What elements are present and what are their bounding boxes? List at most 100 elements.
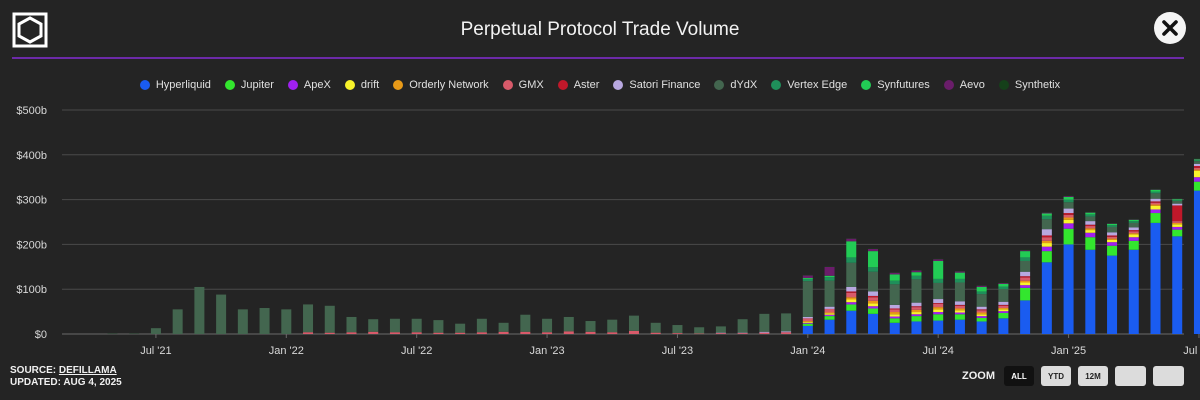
bar-segment-gmx xyxy=(846,292,857,298)
bar-segment-synfutures xyxy=(933,260,944,279)
legend-item-aster[interactable]: Aster xyxy=(557,79,599,91)
bar-segment-dydx xyxy=(216,294,227,334)
bar-segment-gmx xyxy=(542,332,553,334)
bar-segment-synthetix xyxy=(1172,198,1183,199)
bar-segment-orderly-network xyxy=(1085,228,1096,231)
bar-segment-synfutures xyxy=(868,251,879,268)
bar-segment-hyperliquid xyxy=(1172,236,1183,334)
bar-segment-jupiter xyxy=(868,308,879,314)
bar-segment-jupiter xyxy=(1128,240,1139,250)
bar-segment-aevo xyxy=(1150,189,1161,190)
zoom-ytd-button[interactable]: YTD xyxy=(1041,366,1071,386)
bar-segment-satori-finance xyxy=(1041,229,1052,236)
bar-segment-gmx xyxy=(781,332,792,334)
bar-segment-dydx xyxy=(107,333,118,335)
legend-dot-icon xyxy=(771,80,782,90)
bar-segment-satori-finance xyxy=(976,306,987,310)
bar-segment-apex xyxy=(1020,285,1031,288)
bar-segment-orderly-network xyxy=(1107,238,1118,240)
bar-segment-dydx xyxy=(650,322,661,333)
legend-label: Synfutures xyxy=(877,79,930,91)
bar-segment-jupiter xyxy=(824,316,835,320)
zoom-option-4-button[interactable] xyxy=(1115,366,1146,386)
bar-segment-synfutures xyxy=(1020,251,1031,258)
bar-segment-jupiter xyxy=(998,312,1009,319)
legend-item-drift[interactable]: drift xyxy=(344,79,379,91)
legend-item-hyperliquid[interactable]: Hyperliquid xyxy=(139,79,211,91)
bar-segment-hyperliquid xyxy=(998,318,1009,334)
bar-segment-gmx xyxy=(802,318,813,322)
bar-segment-dydx xyxy=(1020,260,1031,272)
bar-segment-aevo xyxy=(976,285,987,287)
legend-item-synfutures[interactable]: Synfutures xyxy=(861,79,930,91)
legend-dot-icon xyxy=(224,80,235,90)
source-link[interactable]: DEFILLAMA xyxy=(58,365,117,376)
bar-segment-vertex-edge xyxy=(1063,199,1074,203)
bar-segment-synfutures xyxy=(824,275,835,278)
zoom-option-5-button[interactable] xyxy=(1153,366,1184,386)
bar-segment-synfutures xyxy=(1172,199,1183,201)
bar-segment-drift xyxy=(933,309,944,313)
bar-segment-satori-finance xyxy=(715,332,726,334)
legend-item-synthetix[interactable]: Synthetix xyxy=(998,79,1060,91)
bar-segment-orderly-network xyxy=(1063,217,1074,220)
bar-segment-hyperliquid xyxy=(1193,190,1200,334)
bar-segment-hyperliquid xyxy=(1063,244,1074,334)
bar-segment-dydx xyxy=(129,333,140,335)
bar-segment-gmx xyxy=(954,305,965,309)
legend-item-aevo[interactable]: Aevo xyxy=(943,79,985,91)
y-tick-label: $100b xyxy=(16,284,47,296)
bar-segment-apex xyxy=(802,322,813,324)
legend-item-apex[interactable]: ApeX xyxy=(287,79,331,91)
bar-segment-gmx xyxy=(650,332,661,334)
legend-label: Satori Finance xyxy=(629,79,701,91)
bar-segment-aevo xyxy=(1085,212,1096,213)
bar-segment-jupiter xyxy=(954,314,965,320)
bar-segment-synthetix xyxy=(1063,195,1074,197)
bar-segment-synfutures xyxy=(911,272,922,276)
bar-segment-satori-finance xyxy=(933,299,944,304)
bar-segment-synthetix xyxy=(824,266,835,267)
legend-item-jupiter[interactable]: Jupiter xyxy=(224,79,274,91)
bar-segment-satori-finance xyxy=(846,286,857,292)
bar-segment-dydx xyxy=(259,308,270,334)
bar-segment-aster xyxy=(976,309,987,311)
legend-item-vertex-edge[interactable]: Vertex Edge xyxy=(771,79,847,91)
bar-segment-satori-finance xyxy=(954,301,965,305)
bar-segment-satori-finance xyxy=(1063,208,1074,214)
legend-item-gmx[interactable]: GMX xyxy=(502,79,544,91)
bar-segment-aevo xyxy=(1020,250,1031,252)
bar-segment-hyperliquid xyxy=(802,325,813,334)
bar-segment-drift xyxy=(868,303,879,307)
bar-segment-vertex-edge xyxy=(954,278,965,283)
bar-segment-drift xyxy=(889,314,900,317)
bar-segment-vertex-edge xyxy=(998,286,1009,290)
bar-segment-synthetix xyxy=(802,274,813,276)
bar-segment-gmx xyxy=(1085,226,1096,229)
legend-item-orderly-network[interactable]: Orderly Network xyxy=(393,79,489,91)
bar-segment-orderly-network xyxy=(911,309,922,313)
bar-segment-dydx xyxy=(498,322,509,332)
bar-segment-gmx xyxy=(976,310,987,313)
title-divider xyxy=(12,57,1184,59)
bar-segment-synfutures xyxy=(1193,159,1200,161)
bar-segment-synthetix xyxy=(998,282,1009,283)
bar-segment-dydx xyxy=(911,279,922,303)
legend-item-satori-finance[interactable]: Satori Finance xyxy=(613,79,700,91)
bar-segment-aster xyxy=(1020,276,1031,278)
zoom-12m-button[interactable]: 12M xyxy=(1078,366,1108,386)
bar-segment-apex xyxy=(1085,232,1096,238)
zoom-all-button[interactable]: ALL xyxy=(1004,366,1034,386)
bar-segment-drift xyxy=(1020,282,1031,286)
bar-segment-aster xyxy=(911,306,922,308)
legend-item-dydx[interactable]: dYdX xyxy=(714,79,757,91)
bar-segment-satori-finance xyxy=(781,331,792,333)
bar-segment-orderly-network xyxy=(846,297,857,300)
bar-segment-gmx xyxy=(824,308,835,313)
bar-segment-aevo xyxy=(1107,223,1118,224)
y-tick-label: $200b xyxy=(16,239,47,251)
close-button[interactable] xyxy=(1154,12,1186,44)
bar-segment-gmx xyxy=(737,333,748,334)
bar-segment-orderly-network xyxy=(1128,233,1139,235)
bar-segment-orderly-network xyxy=(933,307,944,310)
